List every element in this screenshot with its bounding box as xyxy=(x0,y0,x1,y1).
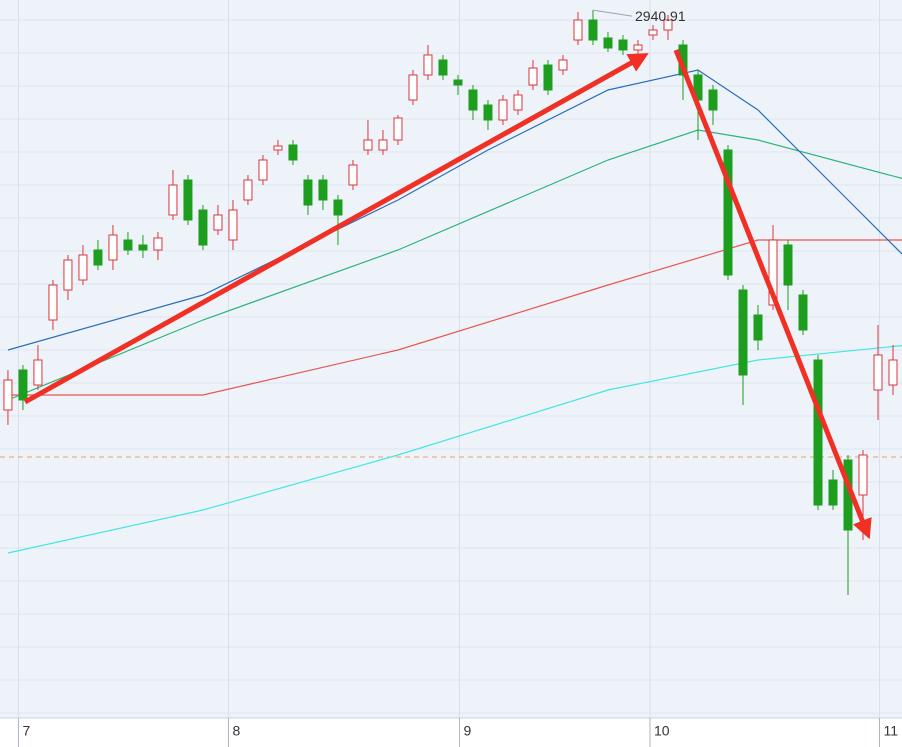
x-tick-label: 7 xyxy=(22,723,30,739)
candle-body xyxy=(813,359,823,506)
candle-body xyxy=(183,179,193,221)
moving-average-line xyxy=(7,239,902,396)
candle-body xyxy=(408,74,418,101)
candle-body xyxy=(228,209,238,241)
candle-body xyxy=(468,89,478,111)
candle-body xyxy=(348,164,358,186)
grid-pattern xyxy=(0,0,902,718)
candle-body xyxy=(18,369,28,401)
candle-body xyxy=(798,294,808,331)
candle-body xyxy=(453,79,463,86)
candle-body xyxy=(783,244,793,286)
candle-body xyxy=(378,139,388,151)
candle-body xyxy=(828,479,838,506)
candle-body xyxy=(153,237,163,251)
candle-body xyxy=(543,64,553,91)
trend-arrow xyxy=(673,49,872,540)
candle-body xyxy=(498,99,508,121)
candle-body xyxy=(768,239,778,306)
candle-body xyxy=(558,59,568,71)
candle-body xyxy=(273,145,283,151)
candle-body xyxy=(633,44,643,51)
candle-body xyxy=(138,244,148,251)
candle-body xyxy=(123,239,133,251)
moving-average-line xyxy=(7,129,902,401)
candle-body xyxy=(108,234,118,261)
candle-body xyxy=(483,104,493,121)
candle-body xyxy=(723,149,733,276)
trend-arrow xyxy=(23,53,649,405)
candle-body xyxy=(513,94,523,111)
annotation-leader xyxy=(592,9,633,17)
candle-body xyxy=(198,209,208,246)
candle-body xyxy=(63,259,73,291)
candle-body xyxy=(888,359,898,386)
candle-body xyxy=(333,199,343,216)
candle-body xyxy=(423,54,433,76)
candle-body xyxy=(858,454,868,496)
candle-body xyxy=(318,179,328,201)
x-tick-label: 8 xyxy=(232,723,240,739)
x-tick-label: 11 xyxy=(883,723,898,739)
candle-body xyxy=(213,214,223,231)
candle-body xyxy=(363,139,373,151)
candle-body xyxy=(33,359,43,386)
candle-body xyxy=(288,144,298,161)
candle-body xyxy=(168,184,178,216)
candle-body xyxy=(93,249,103,266)
candle-body xyxy=(393,117,403,141)
moving-average-line xyxy=(7,344,902,554)
x-tick-label: 9 xyxy=(463,723,471,739)
candle-body xyxy=(663,19,673,31)
x-axis-bar xyxy=(0,718,902,747)
candle-body xyxy=(573,19,583,41)
candle-body xyxy=(48,284,58,321)
candle-body xyxy=(438,59,448,76)
candle-body xyxy=(243,179,253,201)
candle-body xyxy=(618,39,628,51)
candle-body xyxy=(753,314,763,341)
candle-body xyxy=(603,37,613,49)
candle-body xyxy=(708,89,718,111)
candle-body xyxy=(3,379,13,411)
high-annotation: 2940.91 xyxy=(635,8,686,24)
candle-body xyxy=(78,254,88,281)
candle-body xyxy=(258,159,268,181)
candle-body xyxy=(528,67,538,86)
x-tick-label: 10 xyxy=(654,723,670,739)
candle-body xyxy=(303,179,313,206)
candle-body xyxy=(738,289,748,376)
candle-body xyxy=(648,29,658,36)
candle-body xyxy=(873,354,883,391)
candle-body xyxy=(588,19,598,41)
